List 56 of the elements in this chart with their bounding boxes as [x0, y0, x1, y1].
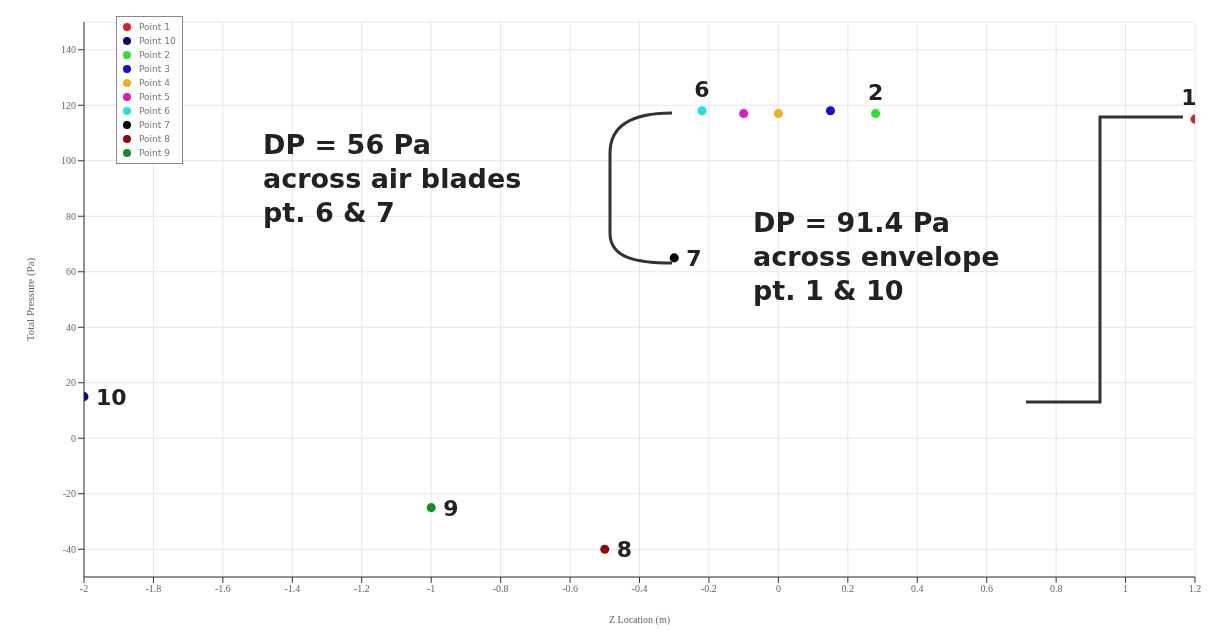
y-axis-title: Total Pressure (Pa): [23, 257, 37, 342]
legend-label: Point 3: [138, 63, 171, 76]
x-tick-label: -2: [79, 583, 89, 595]
x-tick-label: 0.6: [980, 583, 993, 595]
legend-label: Point 5: [138, 91, 171, 104]
y-tick-label: 80: [66, 210, 76, 222]
x-tick-label: 1: [1123, 583, 1129, 595]
point: [825, 106, 835, 116]
annotation: 7: [686, 245, 702, 271]
x-tick-label: 0.2: [841, 583, 855, 595]
x-tick-label: -0.8: [492, 583, 509, 595]
point: [773, 109, 783, 119]
legend-label: Point 7: [138, 119, 171, 132]
y-tick-label: -20: [62, 488, 76, 500]
y-tick-label: 140: [61, 44, 76, 56]
annotation: 6: [694, 76, 710, 102]
annotation: 1: [1181, 85, 1197, 111]
x-tick-label: -0.6: [562, 583, 578, 595]
x-tick-label: -0.2: [701, 583, 717, 595]
point: [600, 544, 610, 554]
annotation: 9: [443, 495, 459, 521]
legend-label: Point 10: [138, 35, 176, 48]
y-tick-label: 40: [66, 321, 76, 333]
x-tick-label: -1: [427, 583, 436, 595]
annotation: DP = 56 Pa across air blades pt. 6 & 7: [263, 128, 522, 230]
x-tick-label: -1.8: [145, 583, 162, 595]
point: [697, 106, 707, 116]
x-tick-label: 0.4: [911, 583, 924, 595]
y-tick-label: 0: [71, 432, 76, 444]
point: [669, 253, 679, 263]
annotation: DP = 91.4 Pa across envelope pt. 1 & 10: [753, 206, 1000, 308]
legend-label: Point 4: [138, 77, 171, 90]
point: [739, 109, 749, 119]
annotation: 2: [867, 79, 884, 105]
point: [426, 503, 436, 513]
x-axis-title: Z Location (m): [608, 614, 671, 626]
point: [871, 109, 881, 119]
annotation: 10: [96, 384, 127, 410]
y-tick-label: 20: [66, 377, 76, 389]
y-tick-label: -40: [62, 543, 76, 555]
x-tick-label: -1.2: [353, 583, 370, 595]
legend-label: Point 1: [138, 21, 171, 34]
legend-label: Point 2: [138, 49, 171, 62]
y-tick-label: 100: [61, 155, 76, 167]
x-tick-label: 1.2: [1188, 583, 1202, 595]
legend-label: Point 9: [138, 147, 171, 160]
x-tick-label: 0.8: [1049, 583, 1063, 595]
x-tick-label: -0.4: [631, 583, 648, 595]
x-tick-label: 0: [775, 583, 781, 595]
legend-label: Point 6: [138, 105, 171, 118]
x-tick-label: -1.6: [214, 583, 231, 595]
annotation: 8: [616, 537, 633, 563]
y-tick-label: 60: [66, 266, 76, 278]
x-tick-label: -1.4: [284, 583, 301, 595]
legend-label: Point 8: [138, 133, 171, 146]
y-tick-label: 120: [61, 99, 76, 111]
